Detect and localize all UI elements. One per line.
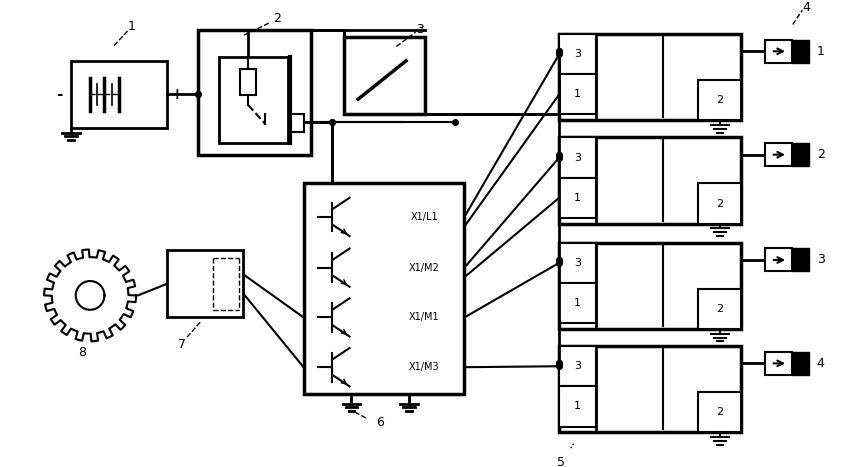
Bar [559, 137, 741, 224]
Bar [220, 57, 288, 143]
Text: 2: 2 [273, 12, 281, 25]
Text: 5: 5 [557, 456, 565, 467]
Text: 4: 4 [802, 1, 810, 14]
Bar [792, 248, 809, 271]
Text: 3: 3 [416, 23, 425, 36]
Text: +: + [170, 87, 183, 102]
Text: 2: 2 [716, 304, 723, 314]
Text: 2: 2 [716, 95, 723, 105]
Text: 1: 1 [817, 45, 825, 58]
Text: X1/M3: X1/M3 [409, 362, 439, 372]
Text: X1/M2: X1/M2 [409, 262, 439, 273]
Bar [559, 74, 595, 114]
Bar [559, 346, 595, 386]
Text: 3: 3 [574, 361, 581, 371]
Text: -: - [57, 87, 63, 102]
Text: 3: 3 [817, 254, 825, 267]
Text: 2: 2 [817, 148, 825, 161]
Text: 3: 3 [574, 49, 581, 59]
Bar [792, 40, 809, 63]
Bar [559, 243, 741, 329]
Bar [166, 250, 244, 318]
Text: 1: 1 [574, 193, 581, 203]
Bar [698, 80, 741, 120]
Bar [344, 37, 426, 113]
Text: X1/L1: X1/L1 [410, 212, 438, 222]
Text: 1: 1 [127, 20, 136, 33]
Bar [71, 61, 166, 128]
Text: 8: 8 [78, 347, 87, 359]
Bar [559, 137, 595, 177]
Bar [240, 69, 256, 95]
Bar [559, 34, 595, 74]
Bar [213, 258, 239, 310]
Bar [559, 386, 595, 426]
Polygon shape [44, 249, 136, 341]
Bar [698, 184, 741, 224]
Text: 6: 6 [377, 416, 384, 429]
Bar [698, 392, 741, 432]
Bar [698, 289, 741, 329]
Text: 1: 1 [574, 402, 581, 411]
Bar [765, 143, 792, 166]
Text: 1: 1 [574, 298, 581, 308]
Bar [198, 30, 311, 155]
Bar [792, 143, 809, 166]
Bar [792, 352, 809, 375]
Bar [559, 243, 595, 283]
Text: 2: 2 [716, 198, 723, 208]
Bar [765, 248, 792, 271]
Bar [559, 283, 595, 323]
Text: 3: 3 [574, 153, 581, 163]
Bar [304, 184, 464, 394]
Text: 3: 3 [574, 258, 581, 268]
Bar [290, 114, 304, 132]
Bar [765, 40, 792, 63]
Text: X1/M1: X1/M1 [409, 312, 439, 322]
Bar [559, 346, 741, 432]
Bar [559, 177, 595, 218]
Text: 2: 2 [716, 407, 723, 417]
Bar [765, 352, 792, 375]
Bar [559, 34, 741, 120]
Text: 7: 7 [178, 338, 186, 351]
Text: 1: 1 [574, 89, 581, 99]
Text: 4: 4 [817, 357, 825, 370]
